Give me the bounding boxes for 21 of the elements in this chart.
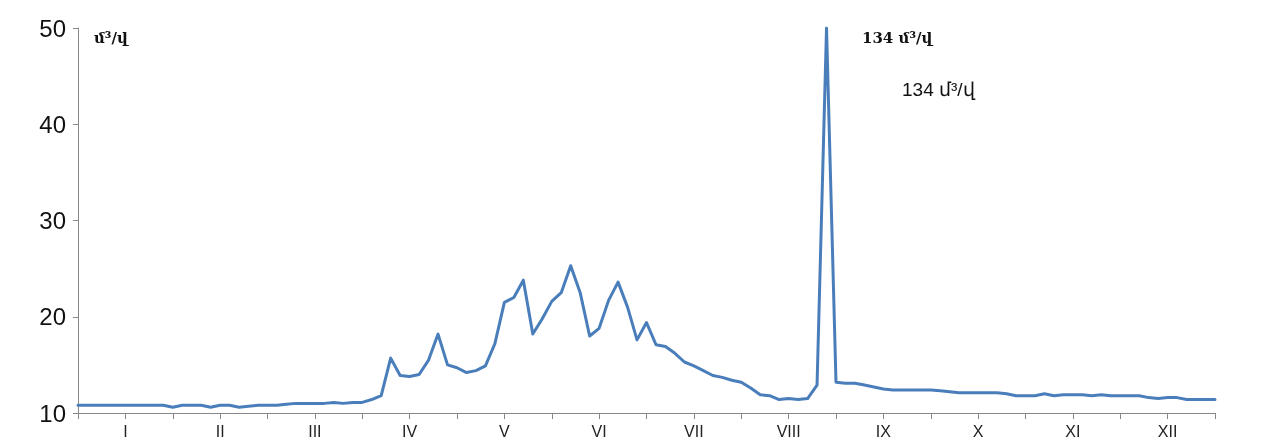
y-axis-title: մ³/վ bbox=[94, 28, 129, 47]
y-tick-label: 50 bbox=[39, 14, 66, 42]
x-tick-label: V bbox=[499, 422, 511, 440]
x-tick-label: II bbox=[215, 422, 225, 440]
x-tick-label: I bbox=[123, 422, 128, 440]
y-tick-label: 10 bbox=[39, 399, 66, 427]
y-tick-label: 20 bbox=[39, 303, 66, 331]
x-tick-label: III bbox=[308, 422, 322, 440]
x-tick-label: VIII bbox=[776, 422, 801, 440]
x-tick-label: IV bbox=[402, 422, 418, 440]
x-tick-label: IX bbox=[875, 422, 892, 440]
x-tick-label: XII bbox=[1157, 422, 1178, 440]
x-tick-label: XI bbox=[1065, 422, 1081, 440]
y-tick-label: 40 bbox=[39, 110, 66, 138]
x-tick-label: VI bbox=[591, 422, 607, 440]
x-tick-label: X bbox=[972, 422, 984, 440]
line-series bbox=[76, 26, 1217, 409]
y-tick-label: 30 bbox=[39, 207, 66, 234]
x-tick-label: VII bbox=[684, 422, 704, 440]
annotation: 134 մ³/վ bbox=[862, 28, 934, 47]
annotation: 134 մ³/վ bbox=[902, 79, 976, 100]
